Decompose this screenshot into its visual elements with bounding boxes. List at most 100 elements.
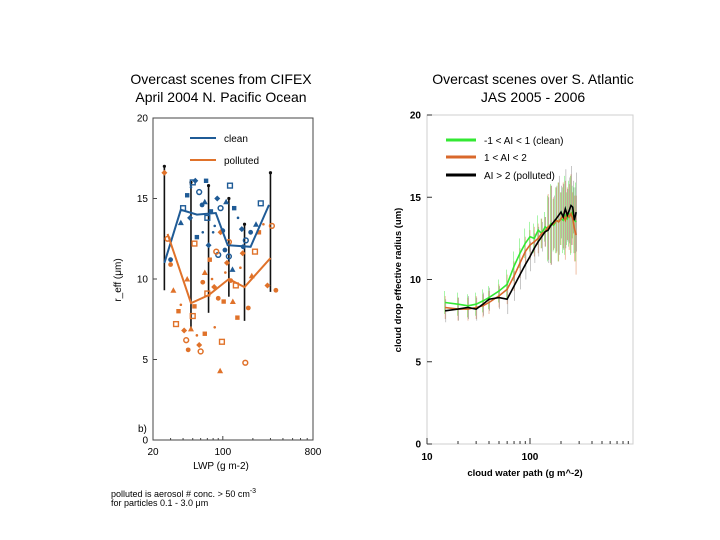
polluted-point [183, 337, 190, 344]
polluted-point [172, 320, 180, 328]
polluted-point [262, 222, 265, 226]
polluted-point [242, 359, 249, 366]
polluted-point [224, 271, 227, 274]
right-x-axis-label: cloud water path (g m^-2) [467, 468, 582, 479]
clean-point [201, 231, 205, 234]
left-x-axis-label: LWP (g m-2) [193, 461, 249, 472]
clean-point [238, 226, 245, 233]
legend-green-label: -1 < AI < 1 (clean) [484, 136, 564, 147]
clean-point [203, 178, 209, 183]
right-x-ticks: 10 100 [421, 438, 629, 463]
left-error-bars [162, 164, 273, 329]
left-error-cap [162, 164, 166, 168]
right-title-line2: JAS 2005 - 2006 [481, 89, 586, 105]
right-series-lines [444, 204, 577, 312]
polluted-point [207, 257, 212, 262]
polluted-point [170, 287, 177, 293]
clean-point [211, 231, 215, 234]
polluted-point [251, 248, 259, 255]
clean-point [201, 198, 208, 205]
polluted-point [202, 331, 207, 336]
left-scatter-points [161, 169, 279, 374]
polluted-point [268, 222, 276, 230]
clean-mean-line [163, 204, 270, 264]
left-y-tick-label: 5 [142, 355, 148, 366]
polluted-point [239, 250, 246, 257]
polluted-point [185, 347, 191, 353]
footnote-superscript: -3 [249, 488, 257, 495]
polluted-point [176, 309, 181, 314]
footnote-particles: for particles 0.1 - 3.0 [111, 498, 196, 508]
legend-polluted-label: polluted [224, 156, 259, 167]
polluted-point [273, 287, 279, 293]
clean-point [189, 185, 193, 189]
clean-point [184, 193, 190, 198]
polluted-mean-line [166, 233, 272, 305]
polluted-point [187, 325, 194, 332]
left-mean-lines [163, 204, 272, 305]
polluted-point [264, 282, 271, 289]
clean-point [177, 219, 184, 226]
clean-point [196, 188, 203, 196]
polluted-point [195, 334, 199, 337]
right-y-ticks: 0 5 10 15 20 [410, 111, 432, 451]
polluted-point [213, 326, 217, 329]
clean-point [168, 257, 173, 263]
clean-point [217, 205, 224, 212]
left-error-cap [227, 196, 231, 201]
polluted-point [221, 299, 226, 304]
polluted-point [197, 348, 204, 355]
right-error-bars [444, 165, 578, 323]
clean-series-line [444, 209, 577, 307]
clean-point [226, 182, 234, 189]
clean-point [248, 229, 254, 235]
right-y-tick-label: 20 [410, 111, 422, 122]
clean-point [205, 242, 212, 249]
polluted-point [235, 315, 240, 320]
right-y-tick-label: 5 [415, 357, 421, 368]
polluted-point [200, 279, 206, 285]
left-x-ticks: 20 100 800 [147, 436, 322, 458]
polluted-point [179, 303, 183, 307]
left-x-tick-label: 100 [214, 447, 231, 458]
left-error-cap [206, 184, 211, 188]
left-y-ticks: 0 5 10 15 20 [137, 114, 157, 447]
polluted-point [161, 169, 168, 176]
left-error-cap [242, 222, 247, 226]
polluted-point [256, 230, 262, 235]
clean-point [204, 214, 211, 221]
clean-point [231, 205, 237, 211]
left-title-line1: Overcast scenes from CIFEX [130, 71, 312, 87]
right-y-axis-label: cloud drop effective radius (um) [393, 208, 404, 353]
polluted-series-line [444, 204, 577, 312]
polluted-point [191, 240, 198, 247]
polluted-point [196, 342, 203, 349]
right-y-tick-label: 0 [415, 440, 421, 451]
clean-point [253, 221, 260, 227]
left-x-tick-label: 800 [305, 447, 322, 458]
left-legend: clean polluted [190, 134, 259, 167]
right-y-tick-label: 15 [410, 193, 422, 204]
footnote-text: polluted is aerosol # conc. > 50 cm [111, 489, 250, 499]
polluted-point [210, 277, 214, 281]
clean-point [189, 179, 196, 186]
legend-black-label: AI > 2 (polluted) [484, 171, 555, 182]
left-y-axis-label: r_eff (μm) [113, 258, 124, 301]
polluted-point [239, 266, 242, 270]
clean-point [222, 247, 228, 253]
polluted-point [215, 295, 221, 301]
clean-point [229, 266, 236, 272]
clean-point [214, 195, 221, 202]
polluted-point [189, 312, 196, 320]
left-error-cap [268, 171, 273, 175]
left-title-line2: April 2004 N. Pacific Ocean [135, 89, 306, 105]
right-legend: -1 < AI < 1 (clean) 1 < AI < 2 AI > 2 (p… [446, 136, 564, 182]
polluted-point [181, 327, 188, 334]
right-panel: Overcast scenes over S. Atlantic JAS 200… [393, 71, 634, 479]
right-plot-frame [426, 114, 634, 445]
clean-point [208, 209, 214, 214]
left-y-tick-label: 20 [137, 114, 149, 125]
polluted-point [217, 367, 224, 374]
clean-point [242, 237, 249, 244]
